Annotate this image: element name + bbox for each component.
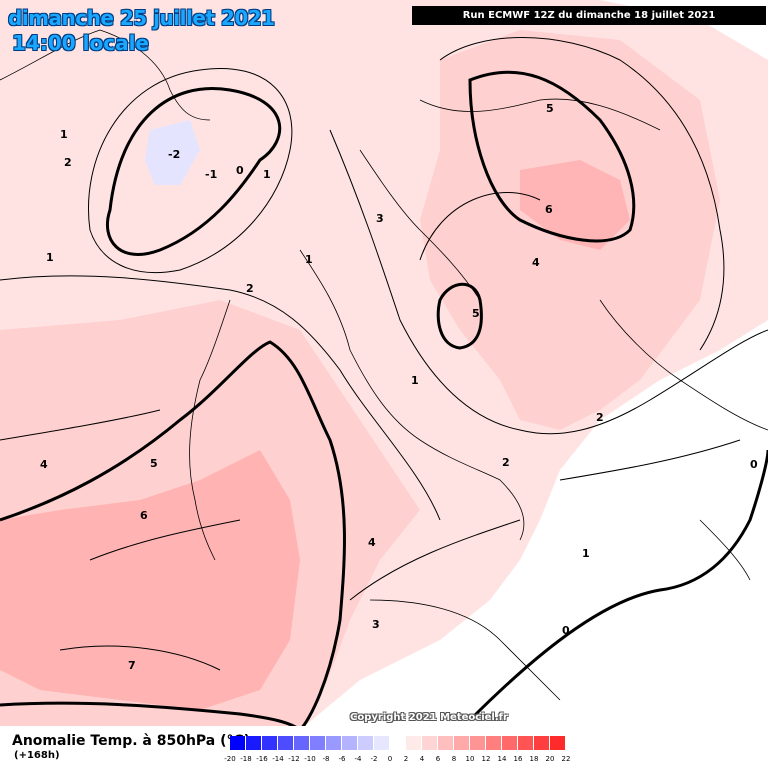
copyright-text: Copyright 2021 Meteociel.fr (350, 712, 508, 723)
svg-text:2: 2 (596, 411, 604, 424)
scale-label: -20 (224, 755, 236, 763)
scale-label: 22 (561, 755, 571, 763)
scale-swatch (550, 736, 566, 750)
scale-label: 16 (513, 755, 523, 763)
svg-text:4: 4 (368, 536, 376, 549)
svg-text:1: 1 (46, 251, 54, 264)
svg-text:6: 6 (140, 509, 148, 522)
svg-text:3: 3 (372, 618, 380, 631)
scale-swatch (422, 736, 438, 750)
scale-label: 4 (419, 755, 425, 763)
svg-text:2: 2 (64, 156, 72, 169)
svg-text:-1: -1 (205, 168, 217, 181)
svg-text:0: 0 (562, 624, 570, 637)
scale-label: 2 (403, 755, 409, 763)
scale-swatch (310, 736, 326, 750)
parameter-title: Anomalie Temp. à 850hPa (°C) (12, 733, 251, 749)
scale-swatch (342, 736, 358, 750)
scale-label: 0 (387, 755, 393, 763)
svg-text:4: 4 (40, 458, 48, 471)
scale-swatch (278, 736, 294, 750)
scale-label: 14 (497, 755, 507, 763)
scale-swatch (326, 736, 342, 750)
scale-label: -16 (256, 755, 268, 763)
scale-label: -18 (240, 755, 252, 763)
scale-swatch (390, 736, 406, 750)
scale-label: 10 (465, 755, 475, 763)
svg-text:1: 1 (582, 547, 590, 560)
forecast-date: dimanche 25 juillet 2021 (8, 6, 275, 30)
scale-swatch (358, 736, 374, 750)
svg-text:1: 1 (411, 374, 419, 387)
svg-text:0: 0 (750, 458, 758, 471)
forecast-time: 14:00 locale (12, 31, 149, 55)
scale-swatch (294, 736, 310, 750)
svg-text:1: 1 (305, 253, 313, 266)
scale-label: 6 (435, 755, 441, 763)
scale-swatch (438, 736, 454, 750)
svg-text:2: 2 (502, 456, 510, 469)
scale-label: -4 (354, 755, 362, 763)
svg-text:7: 7 (128, 659, 136, 672)
scale-swatch (374, 736, 390, 750)
svg-text:5: 5 (150, 457, 158, 470)
scale-label: -12 (288, 755, 300, 763)
scale-swatch (246, 736, 262, 750)
svg-text:1: 1 (263, 168, 271, 181)
svg-text:3: 3 (376, 212, 384, 225)
svg-text:5: 5 (472, 307, 480, 320)
scale-label: 20 (545, 755, 555, 763)
scale-label: -8 (322, 755, 330, 763)
scale-swatch (518, 736, 534, 750)
scale-swatch (262, 736, 278, 750)
svg-text:1: 1 (60, 128, 68, 141)
svg-text:2: 2 (246, 282, 254, 295)
svg-text:-2: -2 (168, 148, 180, 161)
scale-label: -10 (304, 755, 316, 763)
anomaly-zone-cool (145, 120, 200, 185)
svg-text:0: 0 (236, 164, 244, 177)
svg-text:4: 4 (532, 256, 540, 269)
scale-label: -14 (272, 755, 284, 763)
svg-text:5: 5 (546, 102, 554, 115)
anomaly-zone-6-8-west (0, 450, 300, 710)
scale-swatch (534, 736, 550, 750)
scale-swatch (454, 736, 470, 750)
scale-label: -6 (338, 755, 346, 763)
scale-swatch (486, 736, 502, 750)
scale-label: 12 (481, 755, 491, 763)
lead-time: (+168h) (14, 750, 60, 761)
scale-swatch (502, 736, 518, 750)
scale-label: -2 (370, 755, 378, 763)
scale-swatch (406, 736, 422, 750)
color-scale (230, 736, 566, 750)
model-run-banner: Run ECMWF 12Z du dimanche 18 juillet 202… (412, 6, 766, 25)
svg-text:6: 6 (545, 203, 553, 216)
scale-label: 18 (529, 755, 539, 763)
scale-label: 8 (451, 755, 457, 763)
anomaly-zone-6-8-east (520, 160, 630, 250)
color-scale-labels: -20 -18 -16 -14 -12 -10 -8 -6 -4 -2 0 2 4 6 8 10 12 14 16 1… (224, 755, 570, 765)
scale-swatch (230, 736, 246, 750)
scale-swatch (470, 736, 486, 750)
